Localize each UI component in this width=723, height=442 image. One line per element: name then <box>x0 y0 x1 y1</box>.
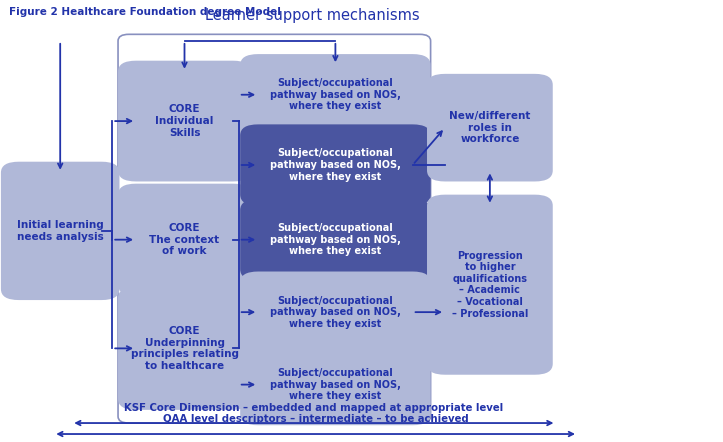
Text: Subject/occupational
pathway based on NOS,
where they exist: Subject/occupational pathway based on NO… <box>270 296 401 329</box>
FancyBboxPatch shape <box>240 124 431 206</box>
Text: Figure 2 Healthcare Foundation degree Model: Figure 2 Healthcare Foundation degree Mo… <box>9 7 281 17</box>
Text: Subject/occupational
pathway based on NOS,
where they exist: Subject/occupational pathway based on NO… <box>270 223 401 256</box>
FancyBboxPatch shape <box>118 184 251 296</box>
FancyBboxPatch shape <box>427 194 553 375</box>
Text: Progression
to higher
qualifications
– Academic
– Vocational
– Professional: Progression to higher qualifications – A… <box>452 251 528 319</box>
FancyBboxPatch shape <box>240 54 431 135</box>
Text: Learner support mechanisms: Learner support mechanisms <box>205 8 419 23</box>
FancyBboxPatch shape <box>240 271 431 353</box>
Text: Subject/occupational
pathway based on NOS,
where they exist: Subject/occupational pathway based on NO… <box>270 149 401 182</box>
Text: Subject/occupational
pathway based on NOS,
where they exist: Subject/occupational pathway based on NO… <box>270 78 401 111</box>
Text: CORE
The context
of work: CORE The context of work <box>150 223 220 256</box>
FancyBboxPatch shape <box>1 162 119 300</box>
Text: New/different
roles in
workforce: New/different roles in workforce <box>449 111 531 144</box>
FancyBboxPatch shape <box>118 61 251 182</box>
Text: CORE
Underpinning
principles relating
to healthcare: CORE Underpinning principles relating to… <box>131 326 239 371</box>
Text: QAA level descriptors – intermediate – to be achieved: QAA level descriptors – intermediate – t… <box>163 414 469 424</box>
Text: Initial learning
needs analysis: Initial learning needs analysis <box>17 220 103 242</box>
Text: KSF Core Dimension – embedded and mapped at appropriate level: KSF Core Dimension – embedded and mapped… <box>124 404 503 413</box>
Text: CORE
Individual
Skills: CORE Individual Skills <box>155 104 214 137</box>
FancyBboxPatch shape <box>118 287 251 410</box>
FancyBboxPatch shape <box>240 199 431 280</box>
Text: Subject/occupational
pathway based on NOS,
where they exist: Subject/occupational pathway based on NO… <box>270 368 401 401</box>
FancyBboxPatch shape <box>240 344 431 425</box>
FancyBboxPatch shape <box>427 74 553 182</box>
